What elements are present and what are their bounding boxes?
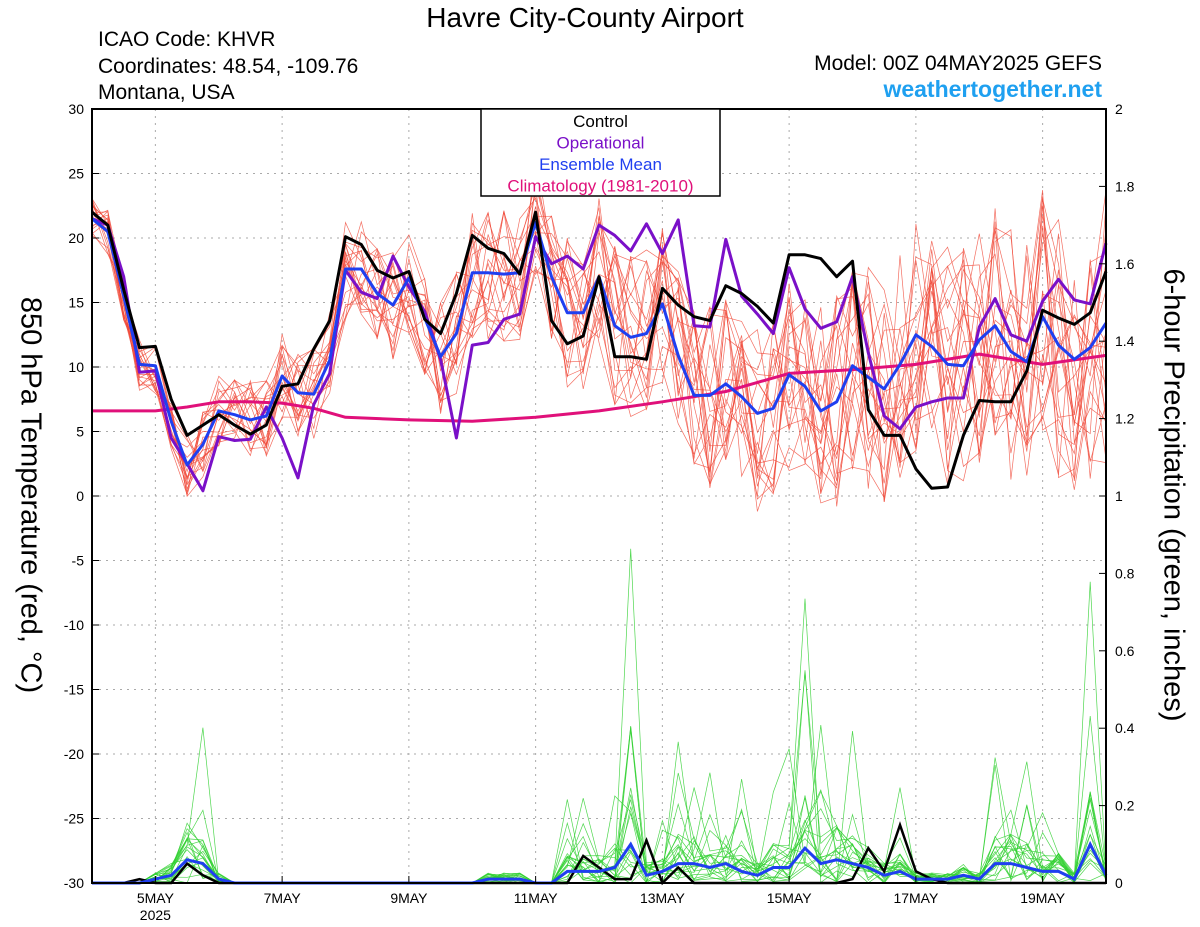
y-tick-label: 20 [68,230,84,246]
y2-tick-label: 1.8 [1115,178,1135,194]
x-tick-label: 9MAY [390,890,428,906]
y2-tick-label: 2 [1115,101,1123,117]
precip-member-line [92,581,1107,884]
temp-member-line [91,189,1107,500]
y2-tick-label: 0.2 [1115,798,1135,814]
ensemble-members-precipitation [92,548,1107,884]
temp-member-line [91,209,1107,504]
precip-member-line [92,715,1107,884]
legend-entry: Control [573,112,628,131]
x-tick-label: 11MAY [514,890,558,906]
icao-code: ICAO Code: KHVR [98,28,276,51]
y-tick-label: -10 [64,617,84,633]
y-tick-label: 10 [68,359,84,375]
y2-tick-label: 1 [1115,488,1123,504]
ensemble-members-temperature [91,151,1107,512]
precip-member-line [92,790,1107,884]
y-tick-label: -25 [64,811,84,827]
coordinates: Coordinates: 48.54, -109.76 [98,55,359,78]
x-tick-label: 15MAY [767,890,813,906]
y2-tick-label: 1.6 [1115,256,1135,272]
temp-member-line [91,206,1107,477]
legend-entry: Climatology (1981-2010) [507,177,693,196]
x-tick-label: 5MAY [137,890,175,906]
temp-member-line [91,204,1107,499]
y2-tick-label: 1.2 [1115,411,1135,427]
y-tick-label: 5 [76,424,84,440]
temp-member-line [91,215,1107,487]
y2-tick-label: 0.8 [1115,565,1135,581]
temp-member-line [91,151,1107,494]
temp-member-line [91,202,1107,496]
temp-member-line [91,197,1107,503]
precip-member-line [92,670,1107,884]
y-tick-label: 25 [68,166,84,182]
y2-tick-label: 0.6 [1115,643,1135,659]
temp-control-line [91,210,1108,490]
y-tick-label: -20 [64,746,84,762]
x-tick-label: 19MAY [1020,890,1066,906]
x-tick-label: 7MAY [264,890,302,906]
y-tick-label: 15 [68,295,84,311]
y2-tick-label: 0 [1115,875,1123,891]
y-tick-label: -15 [64,682,84,698]
axis-ticks: 302520151050-5-10-15-20-25-3021.81.61.41… [64,101,1135,923]
chart-title: Havre City-County Airport [426,2,744,33]
x-tick-sublabel: 2025 [140,907,171,923]
legend-entry: Ensemble Mean [539,155,662,174]
y-tick-label: 30 [68,101,84,117]
x-tick-label: 17MAY [893,890,939,906]
legend: Control Operational Ensemble Mean Climatolo… [480,108,721,197]
legend-box [480,108,721,197]
precip-member-line [92,598,1107,884]
precip-member-line [92,765,1107,884]
y2-tick-label: 0.4 [1115,720,1135,736]
temp-member-line [91,198,1107,512]
temp-member-line [91,196,1107,497]
y2-tick-label: 1.4 [1115,333,1135,349]
site-link[interactable]: weathertogether.net [883,76,1102,102]
temp-climatology-line [92,352,1107,423]
legend-entry: Operational [557,134,645,153]
y-tick-label: -30 [64,875,84,891]
model-run: Model: 00Z 04MAY2025 GEFS [814,52,1102,75]
temp-member-line [91,209,1107,502]
y-tick-label: -5 [72,553,85,569]
x-tick-label: 13MAY [640,890,686,906]
region: Montana, USA [98,81,235,104]
precip-member-line [92,548,1107,884]
y-tick-label: 0 [76,488,84,504]
precip-member-line [92,794,1107,884]
